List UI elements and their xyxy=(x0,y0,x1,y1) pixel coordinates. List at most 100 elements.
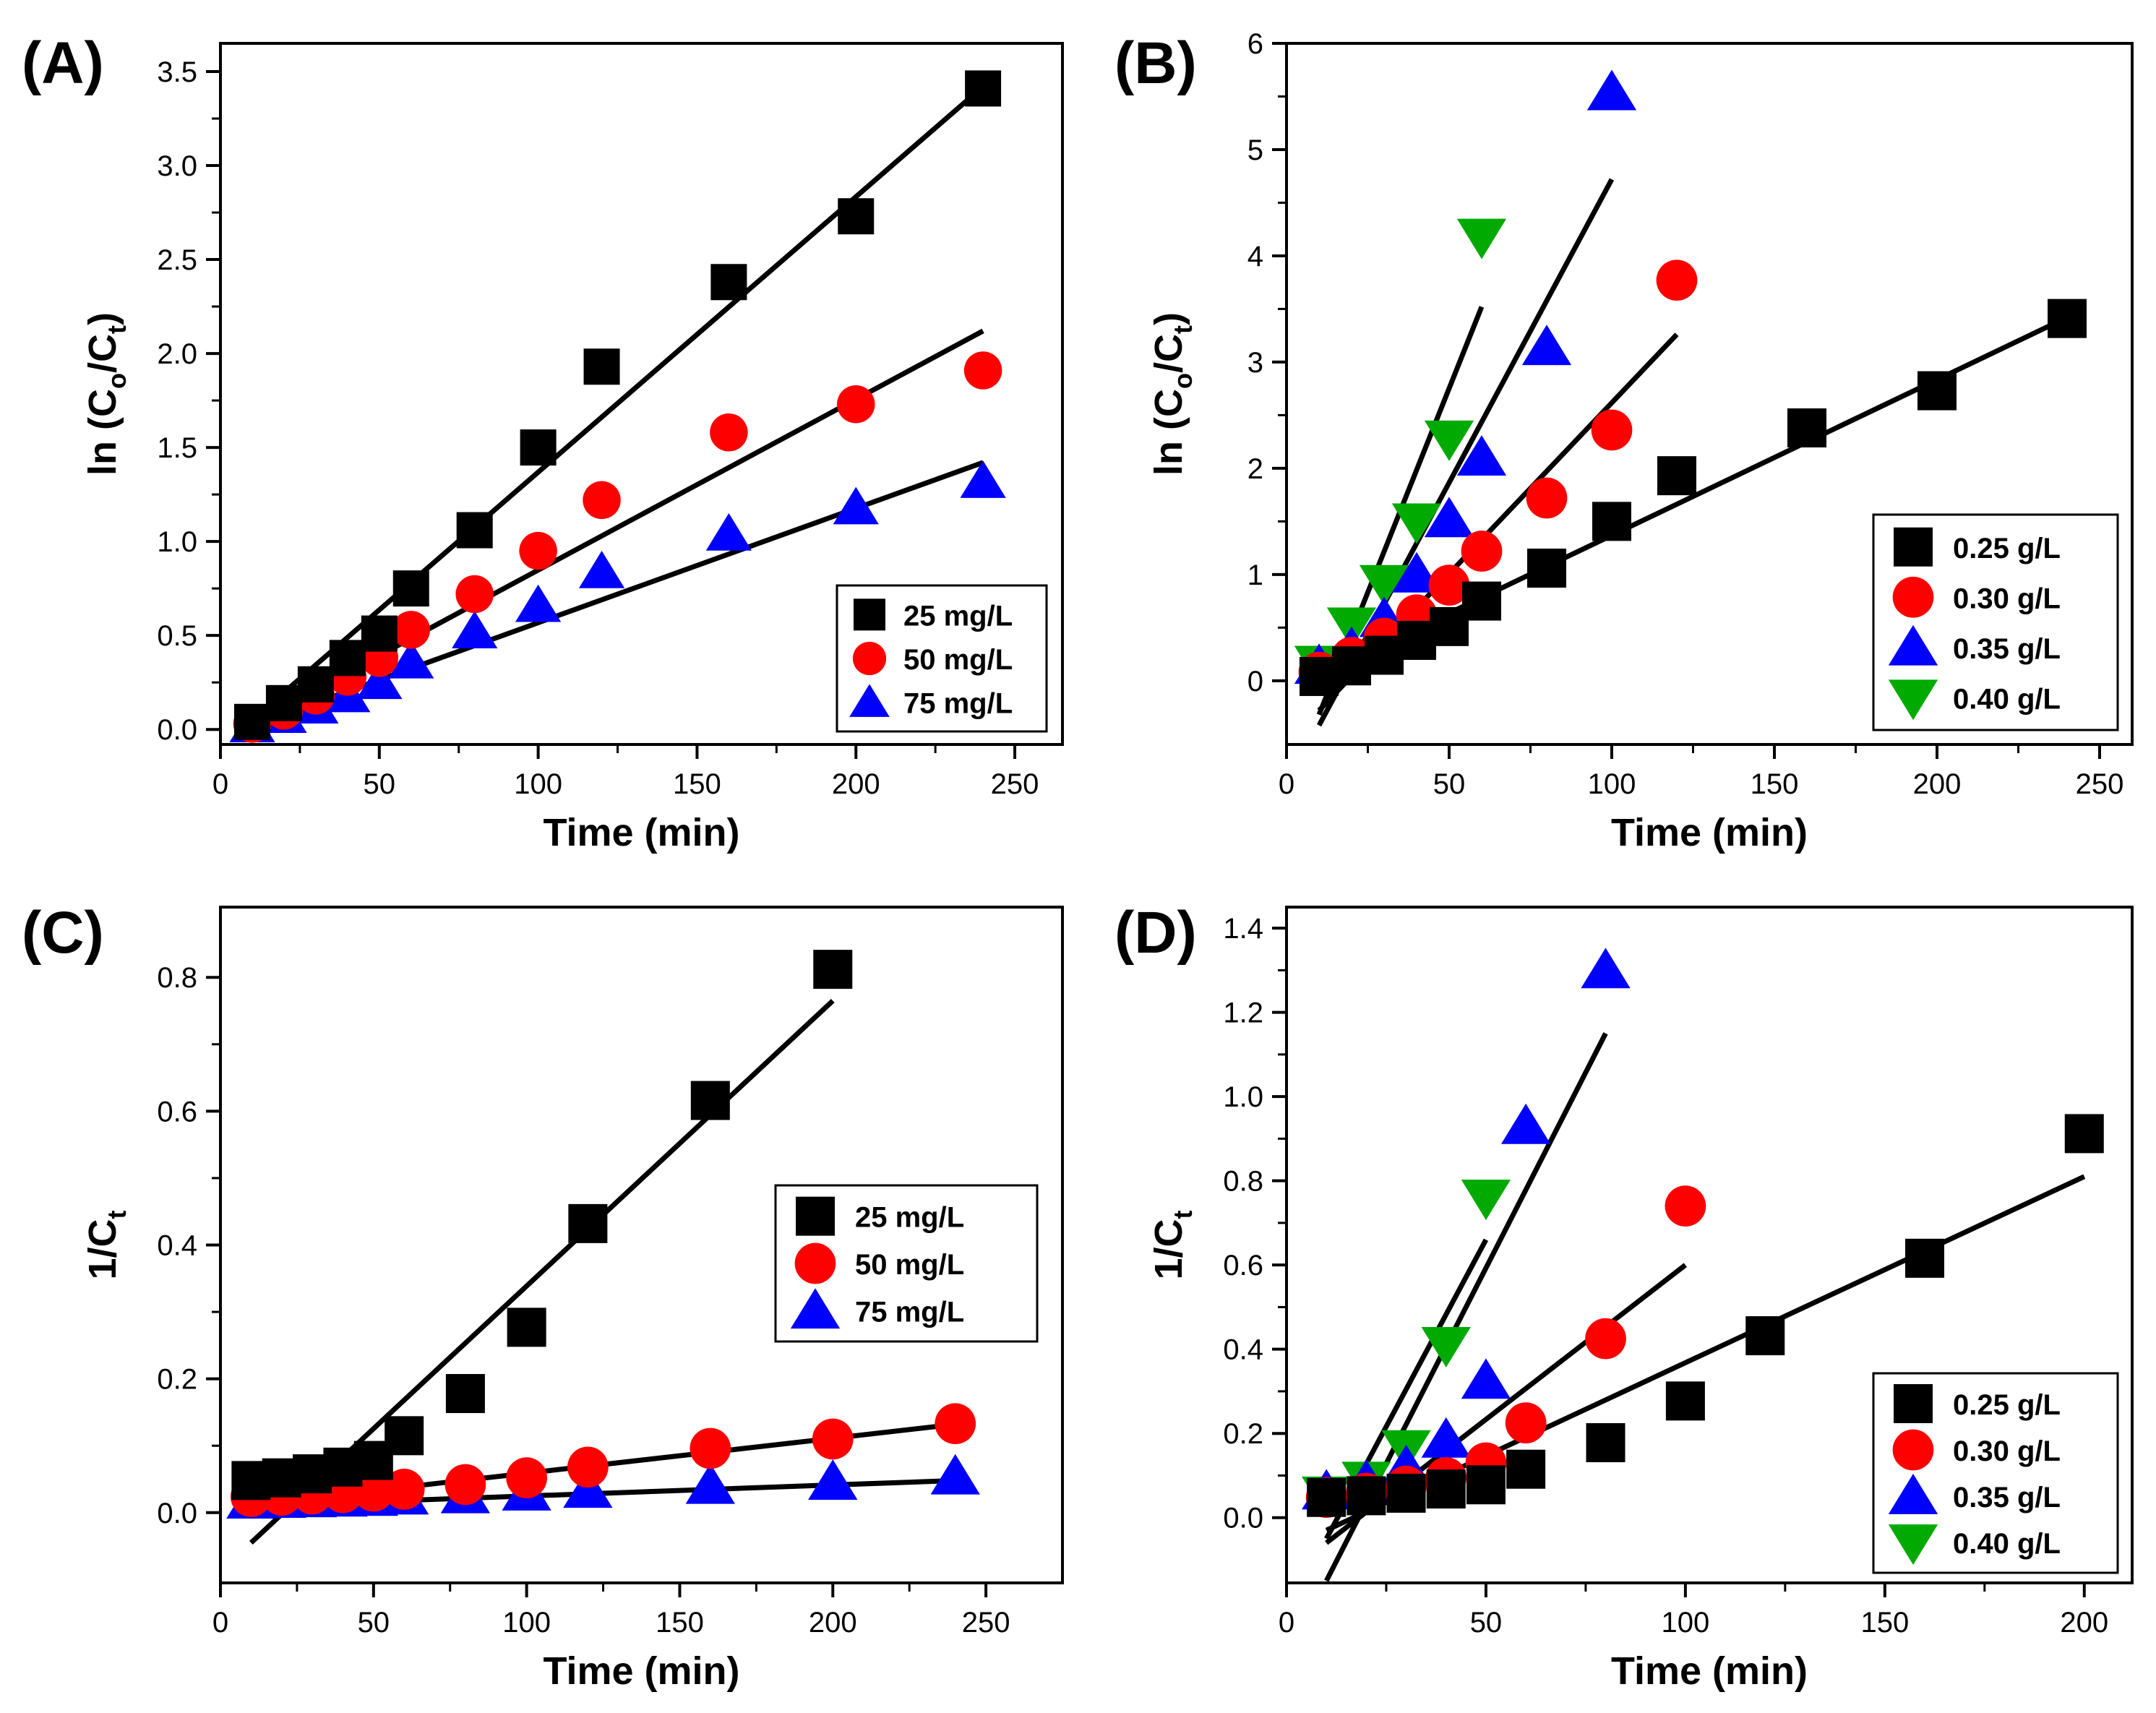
legend-marker xyxy=(854,598,885,631)
y-tick-label: 0.2 xyxy=(1223,1418,1263,1450)
panel-d: (D) 0 50 100 150 200 0.0 0.2 0.4 0.6 0.8 1.0 1.2 1.4 T… xyxy=(1114,900,2134,1693)
data-point xyxy=(1426,1469,1466,1509)
data-point xyxy=(329,640,366,677)
y-tick-label: 1.4 xyxy=(1223,913,1263,945)
x-tick-label: 50 xyxy=(358,1607,390,1639)
data-point xyxy=(833,486,879,525)
data-point xyxy=(1905,1238,1945,1278)
data-point xyxy=(583,481,621,520)
data-point xyxy=(1527,549,1566,588)
y-tick-label: 3.5 xyxy=(157,56,197,88)
data-point xyxy=(690,1428,731,1469)
x-tick-label: 100 xyxy=(502,1607,551,1639)
legend-marker xyxy=(1888,1473,1938,1514)
x-tick-label: 250 xyxy=(991,768,1039,800)
y-tick-label: 0.0 xyxy=(157,714,197,746)
x-tick-label: 150 xyxy=(656,1607,704,1639)
y-axis-title: ln (Co/Ct) xyxy=(81,312,132,476)
legend-label: 0.35 g/L xyxy=(1953,633,2061,665)
y-axis-title-subscript: t xyxy=(1168,325,1198,334)
legend-marker xyxy=(849,684,890,717)
x-tick-label: 250 xyxy=(2076,768,2124,800)
legend-label: 0.30 g/L xyxy=(1953,1435,2061,1467)
data-point xyxy=(507,1308,546,1347)
legend-marker xyxy=(1894,1384,1933,1423)
data-point xyxy=(1656,259,1698,301)
y-tick-label: 0.5 xyxy=(157,620,197,652)
data-point xyxy=(1521,325,1572,366)
data-point xyxy=(1428,564,1470,606)
data-point xyxy=(1591,409,1633,451)
data-point xyxy=(361,615,398,652)
legend-label: 75 mg/L xyxy=(903,688,1013,720)
y-axis-title-part: ) xyxy=(81,312,124,325)
data-point xyxy=(1665,1185,1706,1227)
data-point xyxy=(297,666,334,703)
y-tick-label: 0.0 xyxy=(157,1498,197,1529)
legend-label: 0.40 g/L xyxy=(1953,1528,2061,1560)
y-axis-title: 1/Ct xyxy=(81,1210,132,1279)
data-point xyxy=(935,1403,976,1445)
data-point xyxy=(1506,1449,1546,1489)
data-point xyxy=(1745,1316,1785,1356)
data-point xyxy=(1461,1180,1511,1221)
data-point xyxy=(836,385,875,424)
legend-label: 50 mg/L xyxy=(903,644,1013,676)
data-point xyxy=(445,1374,485,1414)
data-point xyxy=(444,1464,486,1506)
data-point xyxy=(265,684,302,721)
x-tick-label: 0 xyxy=(212,1607,228,1639)
data-point xyxy=(1421,1327,1471,1368)
x-tick-label: 0 xyxy=(1279,1607,1294,1639)
data-point xyxy=(838,198,875,235)
legend-marker xyxy=(852,641,887,676)
data-point xyxy=(1424,420,1474,461)
panel-label: (D) xyxy=(1114,900,1197,966)
data-point xyxy=(1307,1477,1347,1517)
y-tick-label: 2.0 xyxy=(157,338,197,370)
data-point xyxy=(519,531,557,570)
panel-label: (C) xyxy=(22,900,104,966)
x-tick-label: 0 xyxy=(212,768,228,800)
legend: 0.25 g/L 0.30 g/L 0.35 g/L 0.40 g/L xyxy=(1872,513,2119,731)
plot-content xyxy=(226,950,980,1545)
data-point xyxy=(1456,218,1507,259)
panel-label: (A) xyxy=(22,30,104,96)
legend-label: 0.40 g/L xyxy=(1953,683,2061,715)
x-tick-label: 100 xyxy=(1662,1607,1710,1639)
data-point xyxy=(392,570,429,607)
data-point xyxy=(1917,371,1957,411)
x-tick-label: 150 xyxy=(1860,1607,1909,1639)
y-tick-label: 1.0 xyxy=(1223,1081,1263,1113)
y-tick-label: 0.8 xyxy=(1223,1166,1263,1198)
y-axis-title-part: /C xyxy=(81,334,124,373)
legend-marker xyxy=(1894,527,1933,567)
data-point xyxy=(965,70,1002,107)
data-point xyxy=(1421,1417,1471,1458)
data-point xyxy=(388,640,434,679)
data-point xyxy=(1787,408,1826,448)
legend-marker xyxy=(790,1288,841,1329)
y-axis-title-subscript: t xyxy=(102,1210,132,1219)
legend: 25 mg/L 50 mg/L 75 mg/L xyxy=(836,584,1048,733)
data-point xyxy=(1462,581,1501,621)
panel-b: (B) 0 50 100 150 200 250 0 1 2 3 4 5 6 Time (min) ln (C… xyxy=(1114,28,2134,854)
data-point xyxy=(2048,299,2087,338)
y-tick-label: 0.8 xyxy=(157,962,197,994)
data-point xyxy=(583,348,620,385)
y-axis-title-subscript: o xyxy=(1168,373,1198,389)
data-point xyxy=(563,1467,613,1508)
x-tick-label: 250 xyxy=(962,1607,1010,1639)
data-point xyxy=(963,351,1002,390)
data-point xyxy=(455,575,494,614)
data-point xyxy=(356,661,403,700)
legend-label: 75 mg/L xyxy=(855,1296,964,1328)
data-point xyxy=(1386,1473,1426,1513)
plot-content xyxy=(1294,69,2087,727)
data-point xyxy=(1592,502,1631,541)
y-axis-title-part: ) xyxy=(1147,312,1190,325)
data-point xyxy=(1424,497,1474,538)
x-tick-label: 50 xyxy=(1470,1607,1503,1639)
legend-marker xyxy=(794,1242,836,1284)
